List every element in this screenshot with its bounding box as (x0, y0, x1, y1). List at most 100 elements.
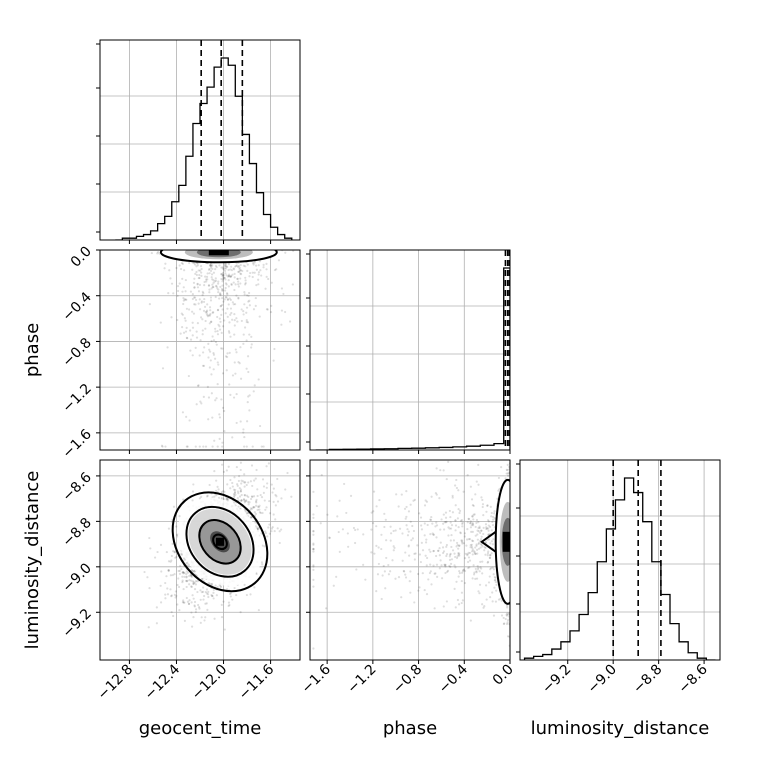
scatter-point (195, 273, 199, 277)
scatter-point (312, 550, 315, 553)
scatter-point (247, 495, 250, 499)
scatter-point (265, 262, 268, 265)
scatter-point (275, 268, 278, 271)
scatter-point (341, 528, 345, 531)
scatter-point (185, 307, 189, 310)
scatter-point (419, 560, 423, 564)
scatter-point (474, 552, 477, 555)
scatter-point (485, 510, 488, 513)
scatter-point (471, 547, 474, 550)
scatter-point (191, 326, 195, 329)
scatter-point (482, 514, 485, 517)
scatter-point (291, 283, 294, 286)
scatter-point (167, 569, 170, 573)
scatter-point (221, 278, 224, 281)
scatter-point (256, 488, 259, 491)
scatter-point (209, 359, 212, 362)
scatter-point (225, 283, 228, 286)
scatter-point (447, 534, 450, 537)
scatter-point (229, 595, 232, 598)
scatter-point (385, 556, 388, 560)
scatter-point (193, 263, 197, 266)
scatter-point (170, 594, 173, 597)
scatter-point (312, 647, 315, 650)
scatter-point (225, 498, 228, 501)
scatter-point (475, 543, 478, 546)
scatter-point (444, 516, 448, 519)
scatter-point (251, 445, 254, 448)
scatter-point (212, 353, 216, 356)
scatter-point (234, 265, 237, 268)
scatter-point (243, 494, 247, 497)
scatter-point (181, 411, 185, 414)
scatter-point (489, 554, 492, 557)
scatter-point (246, 321, 250, 324)
scatter-point (435, 493, 438, 496)
scatter-point (466, 521, 469, 524)
scatter-point (472, 549, 475, 552)
scatter-point (178, 569, 181, 572)
scatter-point (450, 524, 454, 527)
scatter-point (212, 279, 215, 282)
scatter-point (172, 550, 175, 553)
x-tick-label-geocent_time-0: −12.8 (95, 662, 137, 704)
scatter-point (214, 399, 217, 402)
scatter-point (248, 409, 251, 412)
scatter-point (407, 530, 410, 533)
scatter-point (354, 541, 357, 545)
scatter-point (401, 559, 404, 562)
scatter-point (270, 304, 273, 307)
scatter-point (438, 547, 441, 550)
scatter-point (420, 528, 424, 531)
scatter-point (265, 465, 268, 468)
scatter-point (449, 527, 453, 530)
scatter-point (216, 485, 219, 488)
scatter-point (208, 350, 212, 353)
scatter-point (169, 574, 172, 577)
scatter-point (487, 520, 490, 523)
scatter-point (250, 507, 254, 510)
scatter-point (237, 270, 241, 273)
scatter-point (250, 343, 253, 346)
scatter-point (484, 584, 488, 587)
scatter-point (456, 543, 459, 547)
scatter-point (320, 473, 323, 477)
scatter-point (257, 528, 260, 531)
contour-2 (198, 519, 242, 565)
scatter-point (233, 501, 236, 504)
scatter-point (198, 276, 201, 280)
scatter-point (263, 545, 266, 548)
scatter-point (209, 263, 212, 266)
scatter-point (268, 523, 271, 526)
scatter-point (235, 294, 238, 297)
scatter-point (251, 495, 254, 499)
scatter-point (432, 550, 435, 553)
scatter-point (477, 526, 480, 530)
scatter-point (198, 269, 202, 272)
scatter-point (213, 280, 216, 283)
scatter-point (455, 478, 458, 482)
scatter-point (205, 280, 208, 283)
scatter-point (192, 570, 195, 573)
scatter-point (156, 252, 159, 255)
scatter-point (381, 574, 384, 577)
scatter-point (423, 534, 426, 537)
scatter-point (223, 263, 226, 266)
scatter-point (491, 520, 494, 524)
scatter-point (404, 576, 408, 579)
scatter-point (181, 601, 185, 604)
scatter-point (479, 531, 482, 534)
scatter-point (212, 285, 215, 289)
scatter-group-4 (312, 460, 510, 650)
scatter-point (157, 251, 160, 254)
scatter-point (459, 531, 462, 534)
scatter-point (200, 590, 203, 594)
scatter-point (375, 590, 378, 593)
histogram-phase (315, 267, 510, 450)
scatter-point (184, 298, 187, 301)
scatter-point (196, 282, 199, 285)
scatter-point (338, 550, 341, 553)
scatter-point (449, 553, 452, 556)
scatter-point (247, 481, 250, 484)
scatter-point (439, 541, 442, 544)
